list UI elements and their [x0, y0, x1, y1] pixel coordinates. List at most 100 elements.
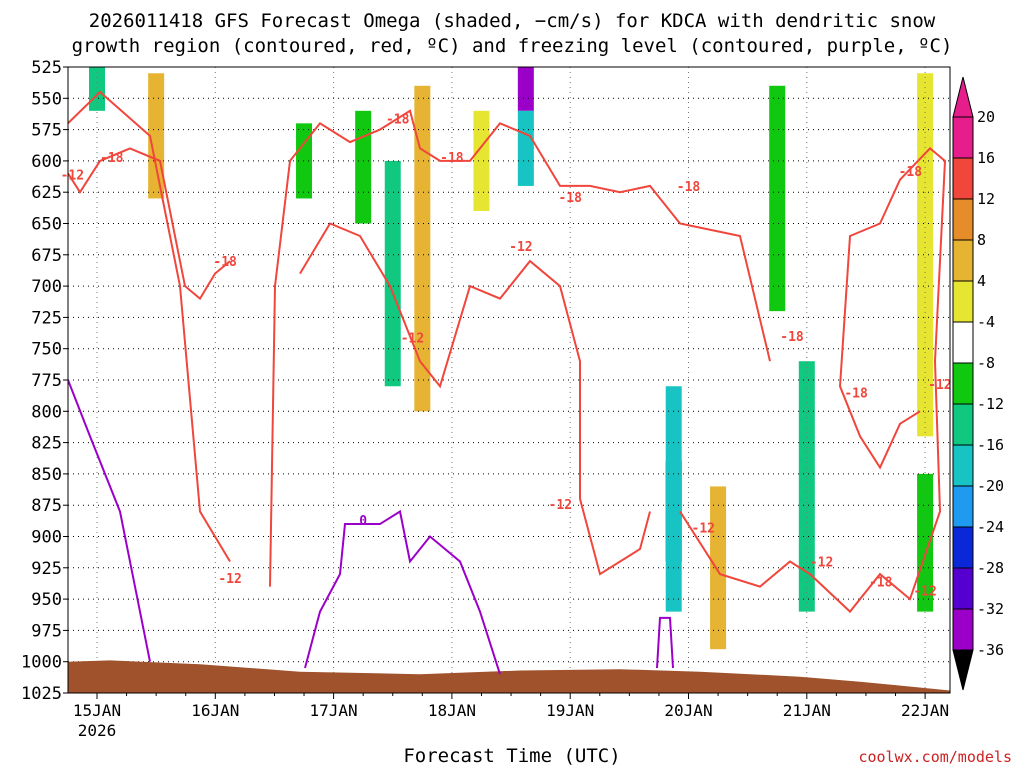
contour-layer: [68, 90, 947, 675]
omega-cell-2: [296, 123, 313, 199]
colorbar-label--4: -4: [977, 313, 995, 331]
colorbar-label--28: -28: [977, 559, 1004, 577]
colorbar-segment-7: [952, 403, 974, 446]
dgz-label-14: -18: [844, 387, 868, 402]
x-axis: 15JAN 16JAN 17JAN 18JAN 19JAN 20JAN 21JAN 22JAN…: [73, 693, 949, 740]
y-tick-label-950: 950: [31, 590, 62, 610]
colorbar-label--12: -12: [977, 395, 1004, 413]
dgz-contour-3: [269, 109, 771, 587]
dgz-label-4: -18: [386, 112, 410, 127]
colorbar-segment-4: [952, 280, 974, 323]
colorbar-label-12: 12: [977, 190, 995, 208]
credit-text: coolwx.com/models: [858, 748, 1012, 766]
colorbar-label-16: 16: [977, 149, 995, 167]
omega-cell-1: [148, 73, 165, 199]
omega-cell-8: [517, 110, 534, 186]
omega-cell-6: [473, 110, 490, 211]
y-tick-label-875: 875: [31, 496, 62, 516]
x-tick-year: 2026: [78, 721, 117, 740]
omega-cell-7: [517, 67, 534, 111]
freezing-label-0: 0: [359, 514, 367, 529]
dgz-label-5: -12: [401, 331, 424, 346]
dgz-contour-4: [299, 222, 651, 576]
dgz-label-15: -18: [869, 576, 893, 591]
omega-cell-12: [769, 85, 786, 312]
dgz-label-18: -12: [928, 378, 951, 393]
omega-cell-5: [414, 85, 431, 412]
x-tick-label-16JAN: 16JAN: [191, 701, 239, 720]
dgz-label-12: -18: [780, 330, 804, 345]
x-tick-label-19JAN: 19JAN: [546, 701, 594, 720]
y-tick-label-825: 825: [31, 434, 62, 454]
colorbar-label--16: -16: [977, 436, 1004, 454]
y-tick-label-975: 975: [31, 621, 62, 641]
freezing-contour-1: [68, 379, 151, 662]
y-tick-label-700: 700: [31, 277, 62, 297]
y-tick-label-1000: 1000: [21, 653, 62, 673]
terrain-layer: [68, 660, 950, 693]
colorbar-label--24: -24: [977, 518, 1004, 536]
colorbar-segment-2: [952, 198, 974, 241]
chart-title-line1: 2026011418 GFS Forecast Omega (shaded, −…: [88, 10, 936, 32]
omega-cell-3: [355, 110, 372, 224]
colorbar-under-triangle: [952, 649, 974, 691]
colorbar-segment-0: [952, 116, 974, 159]
colorbar-label-4: 4: [977, 272, 986, 290]
freezing-contour-2: [304, 509, 501, 675]
x-axis-label: Forecast Time (UTC): [403, 745, 621, 767]
colorbar-label--36: -36: [977, 641, 1004, 659]
contour-labels-layer: -12 -18 -18 -12 -18 -12 -18 -12 -18 -12 -18 -12 -18 -…: [61, 112, 952, 599]
dgz-label-1: -18: [100, 151, 124, 166]
x-tick-label-17JAN: 17JAN: [310, 701, 358, 720]
y-axis: 525 550 575 600 625 650 675 700 725 750 775 800 825 8…: [21, 58, 68, 704]
y-tick-label-850: 850: [31, 465, 62, 485]
terrain-ground: [68, 660, 950, 693]
y-tick-label-925: 925: [31, 559, 62, 579]
y-tick-label-750: 750: [31, 340, 62, 360]
colorbar-segment-1: [952, 157, 974, 200]
dgz-label-2: -18: [213, 255, 237, 270]
x-tick-label-22JAN: 22JAN: [901, 701, 949, 720]
dgz-label-17: -12: [913, 584, 936, 599]
y-tick-label-1025: 1025: [21, 684, 62, 704]
chart-title-line2: growth region (contoured, red, ºC) and f…: [71, 35, 953, 57]
colorbar-segment-3: [952, 239, 974, 282]
omega-shading-layer: [89, 67, 934, 650]
x-tick-label-20JAN: 20JAN: [664, 701, 712, 720]
colorbar-segment-11: [952, 567, 974, 610]
dgz-label-0: -12: [61, 169, 84, 184]
colorbar-label-20: 20: [977, 108, 995, 126]
y-tick-label-800: 800: [31, 402, 62, 422]
dgz-label-7: -12: [509, 240, 532, 255]
omega-cell-10: [665, 386, 682, 612]
colorbar-segment-9: [952, 485, 974, 528]
y-tick-label-775: 775: [31, 371, 62, 391]
freezing-contour-3: [656, 616, 674, 669]
dgz-label-6: -18: [440, 151, 464, 166]
y-tick-label-650: 650: [31, 215, 62, 235]
dgz-label-8: -18: [558, 191, 582, 206]
colorbar-segment-8: [952, 444, 974, 487]
dgz-label-10: -18: [677, 180, 701, 195]
y-tick-label-550: 550: [31, 89, 62, 109]
omega-cell-13: [798, 361, 815, 612]
colorbar-label--8: -8: [977, 354, 995, 372]
colorbar-segment-12: [952, 608, 974, 651]
y-tick-label-725: 725: [31, 308, 62, 328]
y-tick-label-900: 900: [31, 528, 62, 548]
y-tick-label-675: 675: [31, 246, 62, 266]
omega-cell-0: [89, 67, 105, 111]
colorbar-segment-6: [952, 362, 974, 405]
dgz-label-11: -12: [692, 522, 715, 537]
x-tick-label-18JAN: 18JAN: [428, 701, 476, 720]
dgz-label-13: -12: [810, 556, 833, 571]
y-tick-label-600: 600: [31, 152, 62, 172]
colorbar-segment-10: [952, 526, 974, 569]
x-tick-label-15JAN: 15JAN: [73, 701, 121, 720]
colorbar-segment-5: [952, 321, 974, 364]
dgz-label-9: -12: [549, 498, 572, 513]
dgz-label-3: -12: [218, 572, 241, 587]
colorbar-over-triangle: [952, 76, 974, 118]
y-tick-label-525: 525: [31, 58, 62, 78]
